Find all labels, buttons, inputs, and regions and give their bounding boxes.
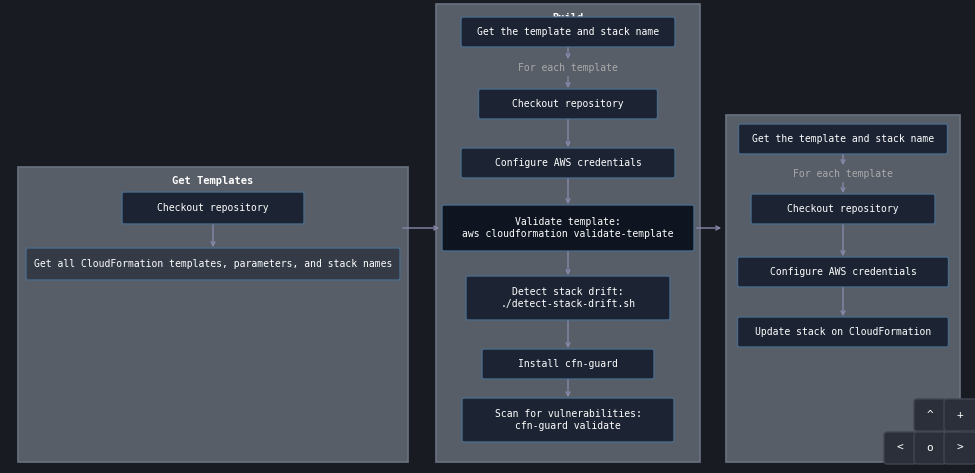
FancyBboxPatch shape <box>436 4 700 462</box>
Text: Detect stack drift:
./detect-stack-drift.sh: Detect stack drift: ./detect-stack-drift… <box>500 287 636 309</box>
FancyBboxPatch shape <box>737 257 949 287</box>
Text: >: > <box>956 443 963 453</box>
FancyBboxPatch shape <box>122 192 304 224</box>
Text: ^: ^ <box>926 410 933 420</box>
Text: Build: Build <box>553 13 584 23</box>
FancyBboxPatch shape <box>462 398 674 442</box>
FancyBboxPatch shape <box>26 248 400 280</box>
FancyBboxPatch shape <box>482 349 654 379</box>
FancyBboxPatch shape <box>726 115 960 462</box>
Text: o: o <box>926 443 933 453</box>
Text: Get the template and stack name: Get the template and stack name <box>752 134 934 144</box>
Text: Get the template and stack name: Get the template and stack name <box>477 27 659 37</box>
FancyBboxPatch shape <box>737 317 949 347</box>
Text: Checkout repository: Checkout repository <box>787 204 899 214</box>
Text: Get all CloudFormation templates, parameters, and stack names: Get all CloudFormation templates, parame… <box>34 259 392 269</box>
FancyBboxPatch shape <box>738 124 948 154</box>
FancyBboxPatch shape <box>944 432 975 464</box>
Text: Configure AWS credentials: Configure AWS credentials <box>494 158 642 168</box>
Text: Update stack on CloudFormation: Update stack on CloudFormation <box>755 327 931 337</box>
Text: <: < <box>897 443 904 453</box>
FancyBboxPatch shape <box>944 399 975 431</box>
FancyBboxPatch shape <box>442 205 694 251</box>
Text: Install cfn-guard: Install cfn-guard <box>518 359 618 369</box>
Text: Get Templates: Get Templates <box>173 176 254 186</box>
FancyBboxPatch shape <box>884 432 916 464</box>
Text: For each template: For each template <box>518 63 618 73</box>
FancyBboxPatch shape <box>914 399 946 431</box>
FancyBboxPatch shape <box>466 276 670 320</box>
Text: Checkout repository: Checkout repository <box>157 203 269 213</box>
Text: For each template: For each template <box>793 169 893 179</box>
FancyBboxPatch shape <box>461 148 675 178</box>
Text: Deploy: Deploy <box>824 124 862 134</box>
Text: Configure AWS credentials: Configure AWS credentials <box>769 267 916 277</box>
FancyBboxPatch shape <box>479 89 657 119</box>
Text: +: + <box>956 410 963 420</box>
FancyBboxPatch shape <box>751 194 935 224</box>
Text: Scan for vulnerabilities:
cfn-guard validate: Scan for vulnerabilities: cfn-guard vali… <box>494 409 642 431</box>
Text: Validate template:
aws cloudformation validate-template: Validate template: aws cloudformation va… <box>462 217 674 239</box>
Text: Checkout repository: Checkout repository <box>512 99 624 109</box>
FancyBboxPatch shape <box>461 17 675 47</box>
FancyBboxPatch shape <box>914 432 946 464</box>
FancyBboxPatch shape <box>18 167 408 462</box>
